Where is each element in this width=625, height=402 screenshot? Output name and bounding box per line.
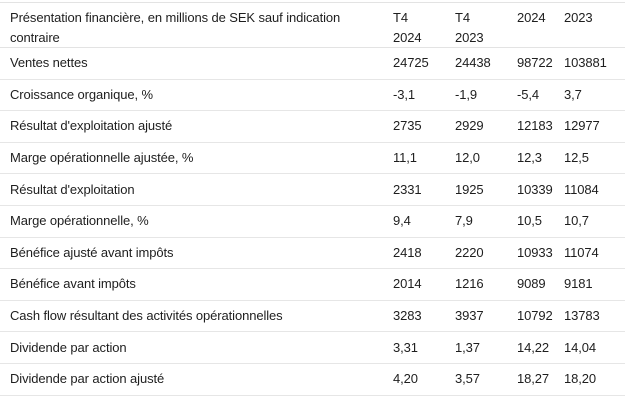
cell-value: 2331	[393, 181, 422, 197]
cell-value: 98722	[517, 55, 553, 71]
cell-value: 10933	[517, 244, 553, 260]
column-header-t4-2024: T4 2024	[393, 10, 422, 45]
row-label: Bénéfice avant impôts	[10, 276, 136, 292]
cell-value: 2220	[455, 244, 484, 260]
row-label: Bénéfice ajusté avant impôts	[10, 244, 174, 260]
row-label: Dividende par action	[10, 339, 127, 355]
column-header-2024: 2024	[517, 10, 546, 25]
table-row: Bénéfice avant impôts 2014 1216 9089 918…	[0, 269, 625, 301]
cell-value: 3937	[455, 308, 484, 324]
table-row: Cash flow résultant des activités opérat…	[0, 301, 625, 333]
cell-value: 7,9	[455, 213, 473, 229]
table-row: Bénéfice ajusté avant impôts 2418 2220 1…	[0, 238, 625, 270]
cell-value: 4,20	[393, 371, 418, 387]
cell-value: 11084	[564, 181, 599, 197]
table-row: Marge opérationnelle ajustée, % 11,1 12,…	[0, 143, 625, 175]
table-row: Marge opérationnelle, % 9,4 7,9 10,5 10,…	[0, 206, 625, 238]
cell-value: 18,27	[517, 371, 550, 387]
cell-value: -1,9	[455, 86, 478, 102]
cell-value: 9181	[564, 276, 593, 292]
cell-value: -3,1	[393, 86, 416, 102]
cell-value: 10339	[517, 181, 553, 197]
cell-value: 12977	[564, 118, 600, 134]
cell-value: 18,20	[564, 371, 597, 387]
cell-value: 14,04	[564, 339, 597, 355]
cell-value: 11074	[564, 244, 599, 260]
table-row: Croissance organique, % -3,1 -1,9 -5,4 3…	[0, 80, 625, 112]
row-label: Ventes nettes	[10, 55, 88, 71]
row-label: Résultat d'exploitation	[10, 181, 135, 197]
cell-value: -5,4	[517, 86, 540, 102]
table-row: Résultat d'exploitation 2331 1925 10339 …	[0, 174, 625, 206]
row-label: Cash flow résultant des activités opérat…	[10, 308, 283, 324]
cell-value: 2929	[455, 118, 484, 134]
cell-value: 2735	[393, 118, 422, 134]
cell-value: 1925	[455, 181, 484, 197]
cell-value: 10,7	[564, 213, 589, 229]
cell-value: 10792	[517, 308, 553, 324]
cell-value: 103881	[564, 55, 607, 71]
cell-value: 3,7	[564, 86, 582, 102]
row-label: Marge opérationnelle, %	[10, 213, 149, 229]
table-row: Dividende par action ajusté 4,20 3,57 18…	[0, 364, 625, 396]
cell-value: 12183	[517, 118, 553, 134]
cell-value: 12,0	[455, 150, 480, 166]
cell-value: 3,57	[455, 371, 480, 387]
cell-value: 3283	[393, 308, 422, 324]
cell-value: 9089	[517, 276, 546, 292]
cell-value: 24438	[455, 55, 491, 71]
column-header-2023: 2023	[564, 10, 593, 25]
table-row: Résultat d'exploitation ajusté 2735 2929…	[0, 111, 625, 143]
table-title: Présentation financière, en millions de …	[10, 10, 341, 45]
cell-value: 9,4	[393, 213, 411, 229]
cell-value: 3,31	[393, 339, 418, 355]
row-label: Dividende par action ajusté	[10, 371, 165, 387]
cell-value: 12,3	[517, 150, 542, 166]
row-label: Marge opérationnelle ajustée, %	[10, 150, 194, 166]
cell-value: 12,5	[564, 150, 589, 166]
row-label: Croissance organique, %	[10, 86, 153, 102]
row-label: Résultat d'exploitation ajusté	[10, 118, 173, 134]
cell-value: 2418	[393, 244, 422, 260]
table-row: Dividende par action 3,31 1,37 14,22 14,…	[0, 332, 625, 364]
column-header-t4-2023: T4 2023	[455, 10, 484, 45]
cell-value: 10,5	[517, 213, 542, 229]
table-header-row: Présentation financière, en millions de …	[0, 3, 625, 48]
cell-value: 2014	[393, 276, 422, 292]
cell-value: 14,22	[517, 339, 550, 355]
cell-value: 24725	[393, 55, 429, 71]
cell-value: 13783	[564, 308, 600, 324]
cell-value: 1216	[455, 276, 484, 292]
table-row: Ventes nettes 24725 24438 98722 103881	[0, 48, 625, 80]
cell-value: 11,1	[393, 150, 417, 166]
cell-value: 1,37	[455, 339, 480, 355]
